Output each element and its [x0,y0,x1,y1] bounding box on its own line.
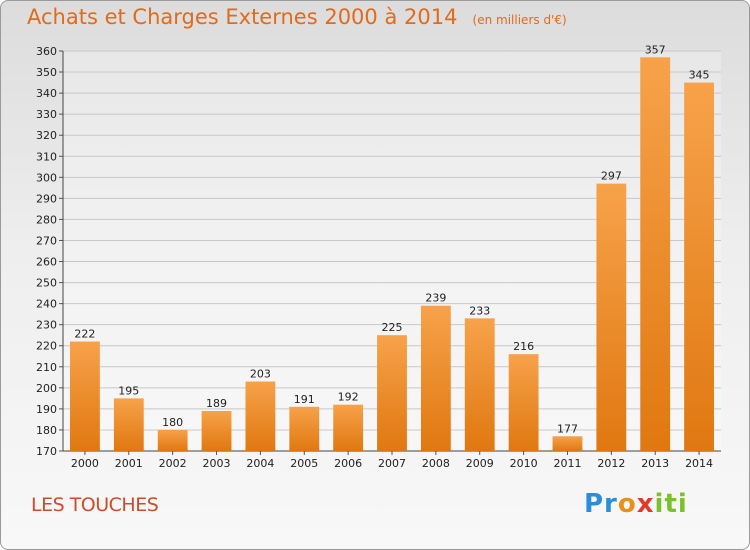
data-label: 225 [382,321,403,334]
data-label: 191 [294,393,315,406]
chart-subtitle: (en milliers d'€) [472,13,567,27]
x-tick-label: 2011 [553,457,581,470]
bar [464,318,495,451]
y-tick-label: 210 [36,361,57,374]
data-label: 180 [162,416,183,429]
bar [640,57,671,451]
y-tick-label: 280 [36,213,57,226]
y-tick-label: 310 [36,150,57,163]
y-tick-label: 300 [36,171,57,184]
y-tick-label: 260 [36,256,57,269]
x-tick-label: 2003 [203,457,231,470]
x-tick-label: 2009 [466,457,494,470]
x-tick-label: 2013 [641,457,669,470]
bar [70,341,100,451]
x-tick-label: 2002 [159,457,187,470]
y-tick-label: 240 [36,298,57,311]
data-label: 192 [338,391,359,404]
y-tick-label: 320 [36,129,57,142]
y-tick-label: 180 [36,424,57,437]
x-tick-label: 2005 [290,457,318,470]
title-row: Achats et Charges Externes 2000 à 2014 (… [27,5,567,29]
proxiti-logo: Proxiti [584,489,688,519]
y-tick-label: 350 [36,66,57,79]
y-tick-label: 190 [36,403,57,416]
bar [552,436,583,451]
data-label: 177 [557,422,578,435]
y-tick-label: 230 [36,319,57,332]
x-tick-label: 2004 [246,457,274,470]
data-label: 239 [425,292,446,305]
x-tick-label: 2012 [597,457,625,470]
y-tick-label: 330 [36,108,57,121]
y-tick-label: 250 [36,277,57,290]
x-tick-label: 2007 [378,457,406,470]
bar [289,406,320,451]
y-tick-label: 360 [36,45,57,58]
data-label: 357 [645,43,666,56]
x-tick-label: 2000 [71,457,99,470]
y-tick-label: 170 [36,445,57,458]
chart-title: Achats et Charges Externes 2000 à 2014 [27,5,458,29]
y-tick-label: 340 [36,87,57,100]
bar [113,398,144,451]
data-label: 233 [469,304,490,317]
bar [377,335,407,451]
y-tick-label: 290 [36,192,57,205]
x-tick-label: 2006 [334,457,362,470]
bar [157,429,188,451]
bar [596,183,627,451]
y-tick-label: 200 [36,382,57,395]
x-tick-label: 2010 [510,457,538,470]
bar [420,305,451,451]
data-label: 203 [250,368,271,381]
y-tick-label: 270 [36,234,57,247]
data-label: 222 [74,328,95,341]
bar [201,411,232,451]
bar [333,404,364,451]
bar [508,354,539,451]
bar [245,381,276,451]
x-tick-label: 2008 [422,457,450,470]
data-label: 345 [689,69,710,82]
x-tick-label: 2001 [115,457,143,470]
data-label: 189 [206,397,227,410]
location-label: LES TOUCHES [31,494,159,516]
data-label: 195 [118,384,139,397]
bar [684,82,714,451]
data-label: 216 [513,340,534,353]
x-tick-label: 2014 [685,457,713,470]
data-label: 297 [601,170,622,183]
y-tick-label: 220 [36,340,57,353]
